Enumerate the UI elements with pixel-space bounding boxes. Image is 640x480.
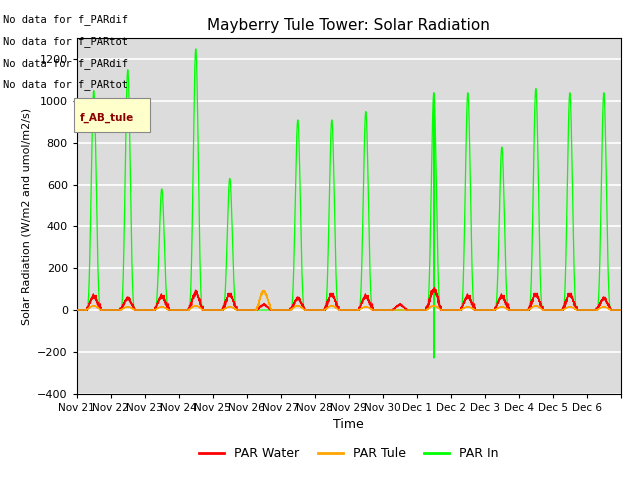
Y-axis label: Solar Radiation (W/m2 and umol/m2/s): Solar Radiation (W/m2 and umol/m2/s) bbox=[22, 108, 32, 324]
Legend: PAR Water, PAR Tule, PAR In: PAR Water, PAR Tule, PAR In bbox=[194, 443, 504, 466]
X-axis label: Time: Time bbox=[333, 418, 364, 431]
Text: No data for f_PARdif: No data for f_PARdif bbox=[3, 14, 128, 25]
Text: No data for f_PARdif: No data for f_PARdif bbox=[3, 58, 128, 69]
Title: Mayberry Tule Tower: Solar Radiation: Mayberry Tule Tower: Solar Radiation bbox=[207, 18, 490, 33]
Text: f_AB_tule: f_AB_tule bbox=[80, 112, 134, 123]
Text: No data for f_PARtot: No data for f_PARtot bbox=[3, 79, 128, 90]
Text: No data for f_PARtot: No data for f_PARtot bbox=[3, 36, 128, 47]
